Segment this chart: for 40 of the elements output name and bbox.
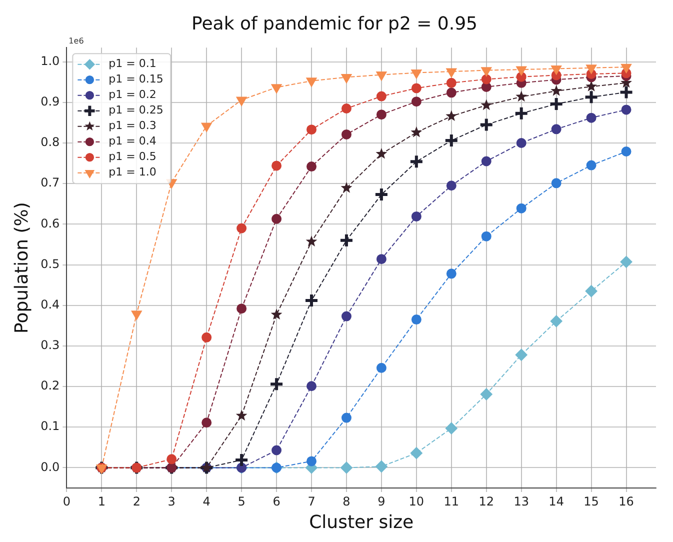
x-axis-title: Cluster size <box>309 512 414 533</box>
x-tick-label: 12 <box>478 494 494 508</box>
x-tick-label: 2 <box>132 494 140 508</box>
y-tick-label: 0.9 <box>40 94 60 109</box>
x-tick-label: 9 <box>378 494 386 508</box>
y-tick-label: 0.0 <box>40 460 60 474</box>
x-tick-label: 7 <box>308 494 316 508</box>
x-tick-label: 15 <box>584 494 599 508</box>
legend-label: p1 = 0.25 <box>108 104 164 117</box>
legend-label: p1 = 1.0 <box>108 166 156 179</box>
y-tick-label: 0.1 <box>40 419 60 434</box>
chart-title: Peak of pandemic for p2 = 0.95 <box>191 13 478 34</box>
y-tick-label: 0.8 <box>40 135 60 150</box>
legend-label: p1 = 0.4 <box>108 134 156 148</box>
x-tick-label: 3 <box>168 494 176 508</box>
x-tick-label: 0 <box>62 494 71 508</box>
x-tick-label: 11 <box>444 494 460 508</box>
y-tick-label: 0.5 <box>40 256 60 271</box>
legend-label: p1 = 0.2 <box>108 88 156 102</box>
y-tick-label: 1.0 <box>40 54 60 68</box>
x-tick-label: 6 <box>272 494 280 508</box>
y-tick-label: 0.2 <box>40 378 60 393</box>
y-axis-title: Population (%) <box>11 202 32 334</box>
x-tick-label: 1 <box>98 494 106 508</box>
x-tick-label: 13 <box>514 494 529 508</box>
x-tick-label: 5 <box>238 494 246 508</box>
legend-label: p1 = 0.5 <box>108 150 156 164</box>
y-tick-label: 0.7 <box>40 176 60 190</box>
x-tick-label: 14 <box>548 494 564 508</box>
y-tick-label: 0.6 <box>40 216 60 230</box>
x-tick-label: 4 <box>202 494 210 508</box>
text: 1e6 <box>68 36 84 46</box>
x-tick-label: 16 <box>618 494 634 508</box>
legend-label: p1 = 0.1 <box>108 57 156 70</box>
x-tick-label: 10 <box>408 494 424 508</box>
y-tick-label: 0.4 <box>40 297 60 312</box>
y-tick-label: 0.3 <box>40 338 60 352</box>
legend-label: p1 = 0.3 <box>108 119 156 132</box>
legend-label: p1 = 0.15 <box>108 72 164 86</box>
x-tick-label: 8 <box>342 494 350 508</box>
